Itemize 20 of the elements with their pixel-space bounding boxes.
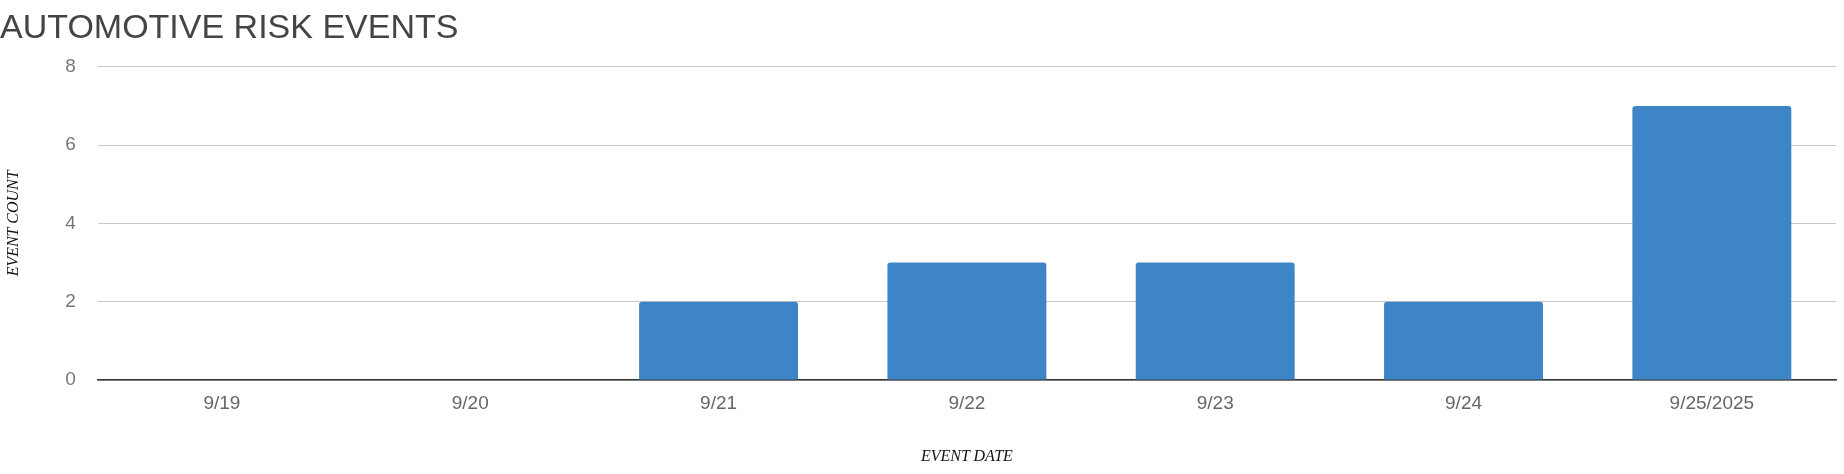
bar <box>887 262 1047 380</box>
bar <box>639 301 799 380</box>
x-tick-label: 9/25/2025 <box>1669 391 1755 413</box>
y-tick-label: 4 <box>65 211 77 233</box>
bar <box>1384 301 1543 380</box>
y-tick-label: 0 <box>65 368 76 390</box>
x-tick-label: 9/19 <box>203 391 241 413</box>
y-axis-title: EVENT COUNT <box>3 169 21 278</box>
bar <box>1632 105 1792 380</box>
x-tick-label: 9/20 <box>451 391 489 413</box>
x-axis-title: EVENT DATE <box>919 446 1014 464</box>
bar <box>1135 262 1295 380</box>
y-tick-label: 2 <box>65 289 76 311</box>
x-tick-label: 9/23 <box>1196 391 1234 413</box>
x-tick-label: 9/22 <box>948 391 986 413</box>
x-tick-label: 9/24 <box>1445 391 1483 413</box>
y-tick-label: 6 <box>65 133 76 155</box>
y-tick-label: 8 <box>65 55 76 77</box>
x-tick-label: 9/21 <box>700 391 738 413</box>
chart-title: AUTOMOTIVE RISK EVENTS <box>0 6 459 45</box>
